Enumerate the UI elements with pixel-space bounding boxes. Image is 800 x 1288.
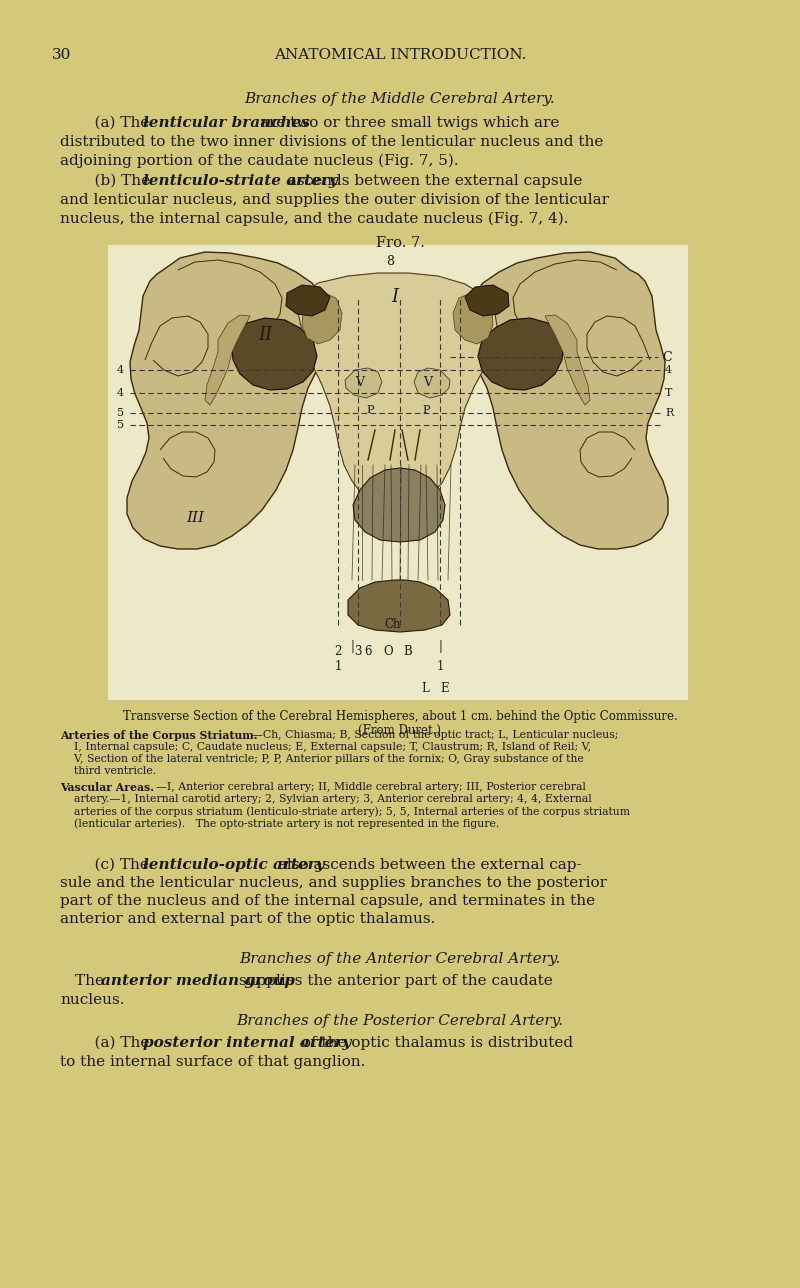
Polygon shape [302,292,342,344]
Text: lenticulo-striate artery: lenticulo-striate artery [143,174,338,188]
Text: arteries of the corpus striatum (lenticulo-striate artery); 5, 5, Internal arter: arteries of the corpus striatum (lenticu… [60,806,630,817]
Text: |: | [350,640,354,653]
Polygon shape [345,368,382,398]
Text: (a) The: (a) The [75,1036,154,1050]
Text: third ventricle.: third ventricle. [60,766,156,775]
Text: Branches of the Posterior Cerebral Artery.: Branches of the Posterior Cerebral Arter… [237,1014,563,1028]
Text: I, Internal capsule; C, Caudate nucleus; E, External capsule; T, Claustrum; R, I: I, Internal capsule; C, Caudate nucleus;… [60,742,591,752]
Text: The: The [75,974,109,988]
Text: nucleus.: nucleus. [60,993,125,1007]
Polygon shape [232,318,317,390]
Text: 8: 8 [386,255,394,268]
Text: Branches of the Middle Cerebral Artery.: Branches of the Middle Cerebral Artery. [245,91,555,106]
Polygon shape [127,252,330,549]
Polygon shape [414,368,450,398]
Polygon shape [353,468,445,542]
Text: lenticulo-optic artery: lenticulo-optic artery [143,858,325,872]
Text: lenticular branches: lenticular branches [143,116,310,130]
Polygon shape [465,285,509,316]
Text: I: I [391,289,398,307]
Polygon shape [453,292,493,344]
Text: ANATOMICAL INTRODUCTION.: ANATOMICAL INTRODUCTION. [274,48,526,62]
Text: anterior median group: anterior median group [101,974,295,988]
Text: |: | [438,640,442,653]
Text: of the optic thalamus is distributed: of the optic thalamus is distributed [297,1036,573,1050]
Text: P: P [422,404,430,415]
Text: posterior internal artery: posterior internal artery [143,1036,351,1050]
Text: artery.—1, Internal carotid artery; 2, Sylvian artery; 3, Anterior cerebral arte: artery.—1, Internal carotid artery; 2, S… [60,793,592,804]
Text: II: II [258,326,272,344]
Text: 3: 3 [354,645,362,658]
Text: O: O [383,645,393,658]
Text: sule and the lenticular nucleus, and supplies branches to the posterior: sule and the lenticular nucleus, and sup… [60,876,607,890]
Text: B: B [404,645,412,658]
Polygon shape [348,580,450,632]
Text: ascends between the external capsule: ascends between the external capsule [283,174,582,188]
Text: (From Duret.): (From Duret.) [358,724,442,737]
Text: 6: 6 [364,645,372,658]
Text: also ascends between the external cap-: also ascends between the external cap- [273,858,582,872]
Text: nucleus, the internal capsule, and the caudate nucleus (Fig. 7, 4).: nucleus, the internal capsule, and the c… [60,213,569,227]
Polygon shape [297,273,497,505]
Polygon shape [545,316,590,404]
Text: Fro. 7.: Fro. 7. [375,236,425,250]
Text: (c) The: (c) The [75,858,154,872]
Text: (a) The: (a) The [75,116,154,130]
Text: Arteries of the Corpus Striatum.: Arteries of the Corpus Striatum. [60,730,258,741]
Text: supplies the anterior part of the caudate: supplies the anterior part of the caudat… [234,974,553,988]
Polygon shape [205,316,250,404]
Text: 30: 30 [52,48,71,62]
Polygon shape [286,285,330,316]
Polygon shape [478,318,563,390]
Text: part of the nucleus and of the internal capsule, and terminates in the: part of the nucleus and of the internal … [60,894,595,908]
Text: 1: 1 [334,659,342,674]
Text: L: L [421,683,429,696]
Text: V: V [355,376,365,389]
Text: (b) The: (b) The [75,174,155,188]
Text: Branches of the Anterior Cerebral Artery.: Branches of the Anterior Cerebral Artery… [239,952,561,966]
Text: R: R [665,408,674,419]
Text: V: V [423,376,433,389]
Text: distributed to the two inner divisions of the lenticular nucleus and the: distributed to the two inner divisions o… [60,135,603,149]
Text: E: E [441,683,450,696]
Text: V, Section of the lateral ventricle; P, P, Anterior pillars of the fornix; O, Gr: V, Section of the lateral ventricle; P, … [60,753,584,764]
Text: T: T [665,388,672,398]
Text: 4: 4 [665,365,672,375]
Text: adjoining portion of the caudate nucleus (Fig. 7, 5).: adjoining portion of the caudate nucleus… [60,155,458,169]
Text: 4: 4 [117,365,124,375]
Text: are two or three small twigs which are: are two or three small twigs which are [255,116,559,130]
Text: III: III [186,511,204,526]
Text: 5: 5 [117,408,124,419]
Text: —I, Anterior cerebral artery; II, Middle cerebral artery; III, Posterior cerebra: —I, Anterior cerebral artery; II, Middle… [156,782,586,792]
Text: C: C [662,350,672,363]
Text: 1: 1 [436,659,444,674]
FancyBboxPatch shape [108,245,688,699]
Text: P: P [366,404,374,415]
Text: (lenticular arteries).   The opto-striate artery is not represented in the figur: (lenticular arteries). The opto-striate … [60,818,499,828]
Polygon shape [465,252,668,549]
Text: 2: 2 [334,645,342,658]
Text: Vascular Areas.: Vascular Areas. [60,782,154,793]
Text: to the internal surface of that ganglion.: to the internal surface of that ganglion… [60,1055,366,1069]
Text: and lenticular nucleus, and supplies the outer division of the lenticular: and lenticular nucleus, and supplies the… [60,193,609,207]
Text: anterior and external part of the optic thalamus.: anterior and external part of the optic … [60,912,435,926]
Text: Ch: Ch [385,618,402,631]
Text: Transverse Section of the Cerebral Hemispheres, about 1 cm. behind the Optic Com: Transverse Section of the Cerebral Hemis… [122,710,678,723]
Text: 4: 4 [117,388,124,398]
Text: —Ch, Chiasma; B, Section of the optic tract; L, Lenticular nucleus;: —Ch, Chiasma; B, Section of the optic tr… [252,730,618,741]
Text: 5: 5 [117,420,124,430]
